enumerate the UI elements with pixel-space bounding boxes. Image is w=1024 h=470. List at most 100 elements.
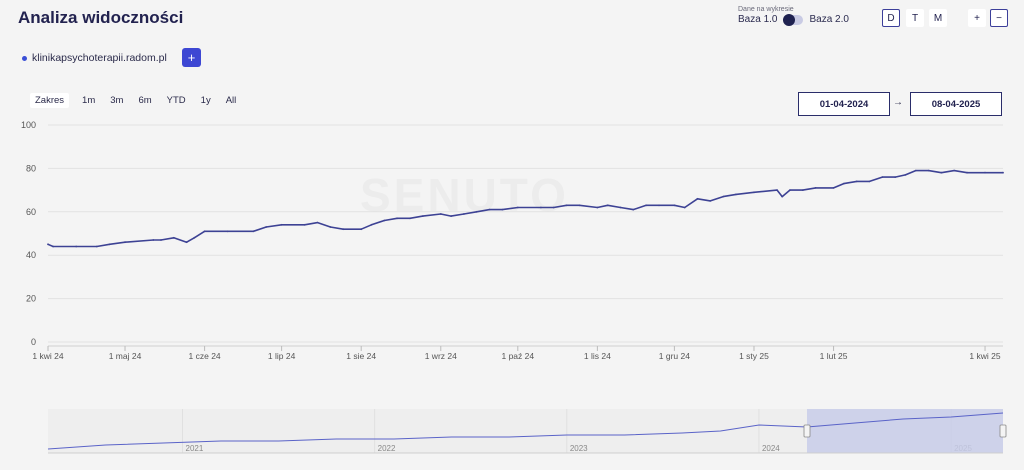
data-point <box>781 195 784 198</box>
data-point <box>303 223 306 226</box>
navigator-left-handle <box>803 424 811 438</box>
data-point <box>832 187 835 189</box>
data-point <box>842 182 845 185</box>
data-point <box>881 176 884 179</box>
x-tick-label: 1 kwi 25 <box>969 351 1000 361</box>
x-tick-label: 1 gru 24 <box>659 351 690 361</box>
data-point <box>658 204 660 207</box>
navigator-year-label: 2021 <box>186 444 204 453</box>
x-tick-label: 1 kwi 24 <box>32 351 63 361</box>
data-point <box>316 221 319 224</box>
range-selector: Zakres 1m 3m 6m YTD 1y All <box>30 93 251 108</box>
zoom-in-button[interactable]: + <box>968 9 986 27</box>
data-point <box>252 230 255 233</box>
data-point <box>450 215 452 218</box>
data-point <box>329 226 332 228</box>
data-point <box>953 169 956 172</box>
data-point <box>789 189 791 192</box>
data-point <box>619 206 622 209</box>
data-point <box>516 206 519 209</box>
data-point <box>193 236 196 239</box>
base2-label: Baza 2.0 <box>809 14 849 25</box>
data-point <box>894 176 897 179</box>
data-point <box>904 174 907 176</box>
data-point <box>552 206 555 209</box>
data-point <box>185 241 188 244</box>
x-tick-label: 1 lis 24 <box>584 351 611 361</box>
range-3m-button[interactable]: 3m <box>110 95 124 106</box>
y-tick-label: 80 <box>26 163 36 173</box>
x-tick-label: 1 wrz 24 <box>425 351 457 361</box>
y-tick-label: 100 <box>21 120 36 130</box>
period-day-button[interactable]: D <box>882 9 900 27</box>
navigator-series-line <box>47 412 1004 450</box>
data-point <box>596 206 599 209</box>
y-tick-label: 20 <box>26 294 36 304</box>
data-point <box>683 206 686 209</box>
navigator-year-label: 2023 <box>570 444 588 453</box>
data-point <box>370 223 373 226</box>
data-point <box>776 189 778 192</box>
x-tick-label: 1 sty 25 <box>739 351 769 361</box>
toggle-knob <box>783 13 796 26</box>
period-week-button[interactable]: T <box>906 9 924 27</box>
navigator-year-label: 2024 <box>762 444 780 453</box>
series-dot-icon <box>22 55 27 61</box>
data-point <box>108 243 111 246</box>
range-ytd-button[interactable]: YTD <box>166 95 186 106</box>
data-caption: Dane na wykresie <box>738 6 794 13</box>
range-1m-button[interactable]: 1m <box>82 95 96 106</box>
data-point <box>421 215 424 218</box>
data-point <box>475 210 478 213</box>
x-tick-label: 1 paź 24 <box>501 351 534 361</box>
visibility-series-line <box>47 169 1003 248</box>
data-point <box>753 191 755 194</box>
page-title: Analiza widoczności <box>18 8 184 27</box>
data-point <box>383 219 386 222</box>
range-6m-button[interactable]: 6m <box>138 95 152 106</box>
x-tick-label: 1 cze 24 <box>189 351 221 361</box>
domain-name: klinikapsychoterapii.radom.pl <box>32 52 167 64</box>
data-point <box>203 230 206 233</box>
x-tick-label: 1 maj 24 <box>109 351 142 361</box>
zoom-out-button[interactable]: − <box>990 9 1008 27</box>
data-point <box>709 200 712 202</box>
range-label: Zakres <box>30 93 70 108</box>
data-point <box>439 213 442 215</box>
period-month-button[interactable]: M <box>929 9 947 27</box>
x-tick-label: 1 lip 24 <box>268 351 296 361</box>
watermark: SENUTO <box>360 169 569 221</box>
range-1y-button[interactable]: 1y <box>200 95 211 106</box>
data-point <box>940 171 943 174</box>
data-point <box>927 169 930 172</box>
base1-label: Baza 1.0 <box>738 14 778 25</box>
date-from-input[interactable]: 01-04-2024 <box>798 92 890 116</box>
data-point <box>735 193 737 196</box>
y-tick-label: 60 <box>26 207 36 217</box>
data-source-switch: Dane na wykresie Baza 1.0 Baza 2.0 <box>738 6 849 26</box>
x-tick-label: 1 sie 24 <box>346 351 376 361</box>
data-point <box>396 217 398 220</box>
date-arrow: → <box>893 97 903 108</box>
data-point <box>540 206 542 209</box>
data-point <box>1002 171 1004 174</box>
data-point <box>696 197 699 200</box>
data-point <box>565 204 568 207</box>
date-to-input[interactable]: 08-04-2025 <box>910 92 1002 116</box>
data-point <box>488 208 491 211</box>
range-all-button[interactable]: All <box>225 95 237 106</box>
add-domain-button[interactable]: + <box>182 48 201 67</box>
data-point <box>342 228 345 231</box>
data-point <box>632 208 635 211</box>
data-point <box>673 204 676 207</box>
domain-legend-item: klinikapsychoterapii.radom.pl <box>22 52 167 64</box>
data-point <box>409 217 411 220</box>
data-point <box>226 230 229 233</box>
data-point <box>914 169 917 172</box>
data-point <box>52 245 54 248</box>
data-point <box>814 187 817 189</box>
data-point <box>966 171 968 174</box>
base-toggle[interactable] <box>783 13 804 26</box>
navigator-right-handle <box>999 424 1007 438</box>
